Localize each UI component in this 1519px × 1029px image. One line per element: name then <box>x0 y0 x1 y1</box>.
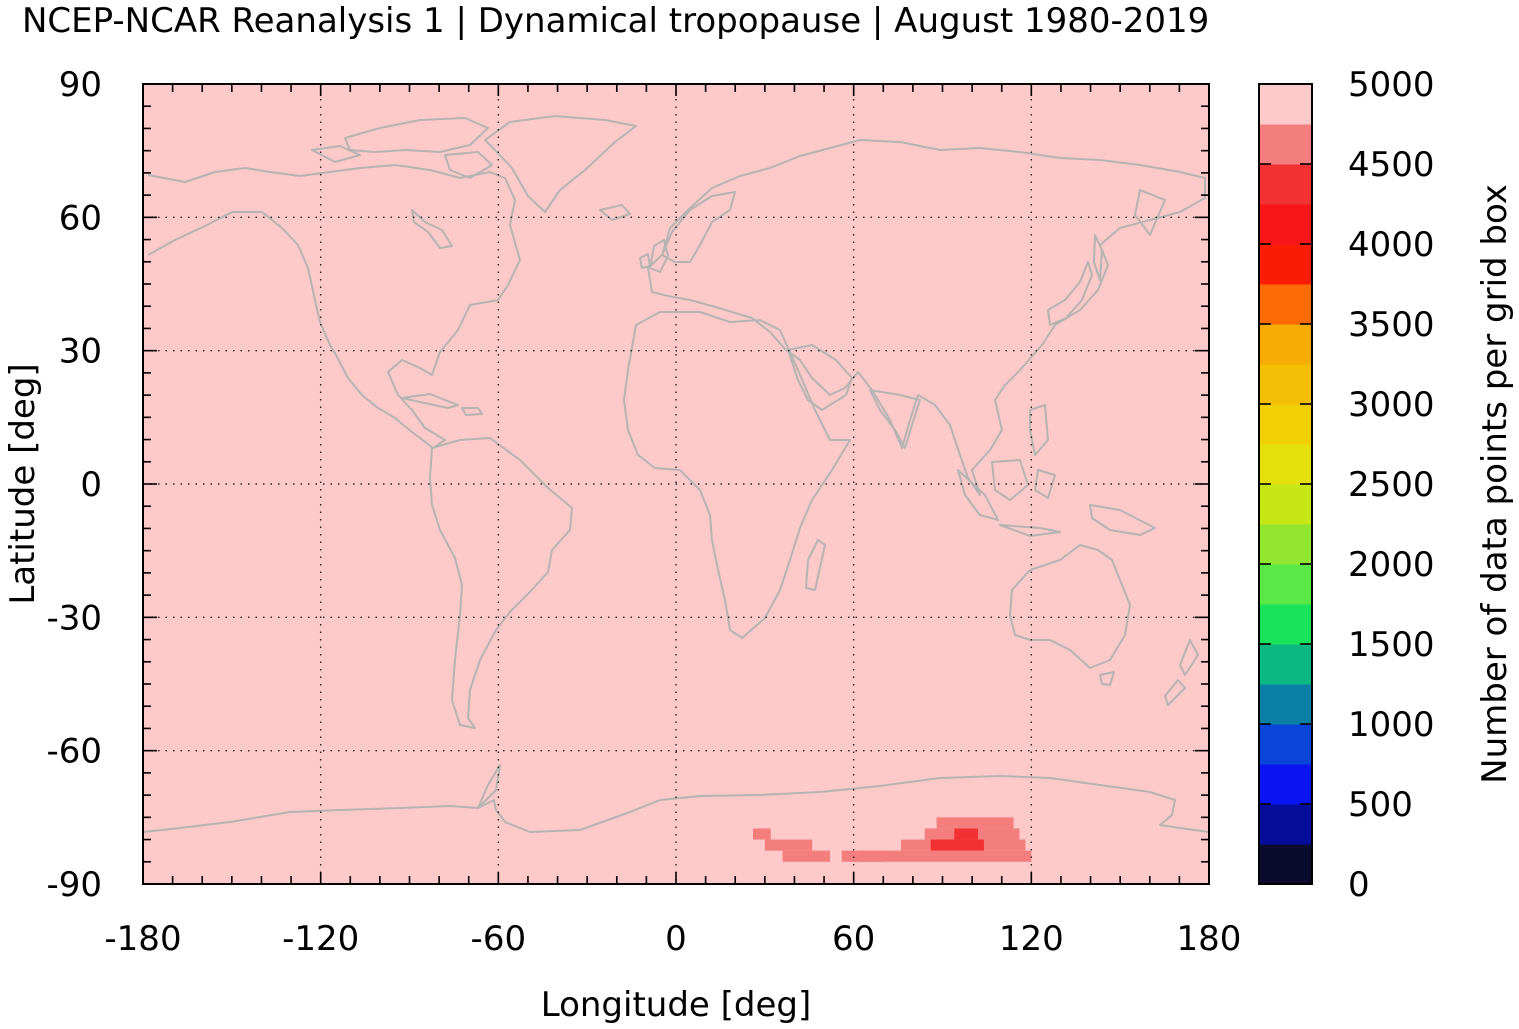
colorbar-label: Number of data points per grid box <box>1475 184 1515 784</box>
colorbar-segment <box>1259 644 1312 685</box>
x-tick-labels: -180 -120 -60 0 60 120 180 <box>104 919 1241 959</box>
colorbar-segment <box>1259 404 1312 445</box>
gridlines <box>143 84 1209 884</box>
x-tick-label: 60 <box>832 919 875 959</box>
colorbar-tick-label: 5000 <box>1348 65 1435 105</box>
heatmap-cell <box>930 839 984 851</box>
colorbar-segment <box>1259 484 1312 525</box>
x-tick-label: -60 <box>471 919 527 959</box>
y-tick-labels: 90 60 30 0 -30 -60 -90 <box>46 65 102 905</box>
colorbar-segment <box>1259 164 1312 205</box>
colorbar-segment <box>1259 364 1312 405</box>
colorbar-tick-label: 1500 <box>1348 625 1435 665</box>
colorbar-tick-label: 0 <box>1348 865 1370 905</box>
colorbar-tick-label: 2000 <box>1348 545 1435 585</box>
colorbar-segment <box>1259 524 1312 565</box>
heatmap-cell <box>859 850 1032 862</box>
y-tick-label: -30 <box>46 598 102 638</box>
x-tick-label: -180 <box>104 919 181 959</box>
y-tick-label: 90 <box>59 65 102 105</box>
x-tick-label: 120 <box>999 919 1064 959</box>
x-axis-label: Longitude [deg] <box>541 985 812 1025</box>
colorbar-tick-label: 4000 <box>1348 225 1435 265</box>
colorbar-segment <box>1259 444 1312 485</box>
y-tick-label: -90 <box>46 865 102 905</box>
heatmap-cell <box>782 850 830 862</box>
axis-ticks <box>142 83 1210 885</box>
y-tick-label: 0 <box>80 465 102 505</box>
y-tick-label: 30 <box>59 332 102 372</box>
colorbar-tick-label: 1000 <box>1348 705 1435 745</box>
colorbar-segment <box>1259 844 1312 885</box>
colorbar-tick-label: 3000 <box>1348 385 1435 425</box>
colorbar-segment <box>1259 764 1312 805</box>
colorbar-segment <box>1259 124 1312 165</box>
heatmap-cell <box>764 839 813 851</box>
colorbar-segment <box>1259 724 1312 765</box>
colorbar-segment <box>1259 684 1312 725</box>
colorbar-segment <box>1259 84 1312 125</box>
colorbar-tick-label: 4500 <box>1348 145 1435 185</box>
colorbar-segment <box>1259 804 1312 845</box>
heatmap-cell <box>954 828 979 840</box>
x-tick-label: 0 <box>665 919 687 959</box>
colorbar-segment <box>1259 324 1312 365</box>
y-tick-label: -60 <box>46 732 102 772</box>
chart-title: NCEP-NCAR Reanalysis 1 | Dynamical tropo… <box>22 1 1209 41</box>
coastlines <box>143 115 1209 833</box>
y-axis-label: Latitude [deg] <box>3 363 43 604</box>
y-tick-label: 60 <box>59 198 102 238</box>
plot-frame <box>142 83 1210 885</box>
heatmap-cell <box>936 817 1014 829</box>
colorbar-segment <box>1259 204 1312 245</box>
colorbar-segment <box>1259 284 1312 325</box>
colorbar-segment <box>1259 244 1312 285</box>
colorbar-segment <box>1259 604 1312 645</box>
x-tick-label: -120 <box>282 919 359 959</box>
colorbar-tick-label: 3500 <box>1348 305 1435 345</box>
x-tick-label: 180 <box>1177 919 1242 959</box>
colorbar-frame <box>1258 83 1313 885</box>
heatmap-cells <box>752 817 1032 862</box>
colorbar-tick-label: 2500 <box>1348 465 1435 505</box>
heatmap-cell <box>752 828 771 840</box>
colorbar-segment <box>1259 564 1312 605</box>
colorbar-tick-label: 500 <box>1348 785 1413 825</box>
colorbar <box>1258 83 1313 885</box>
